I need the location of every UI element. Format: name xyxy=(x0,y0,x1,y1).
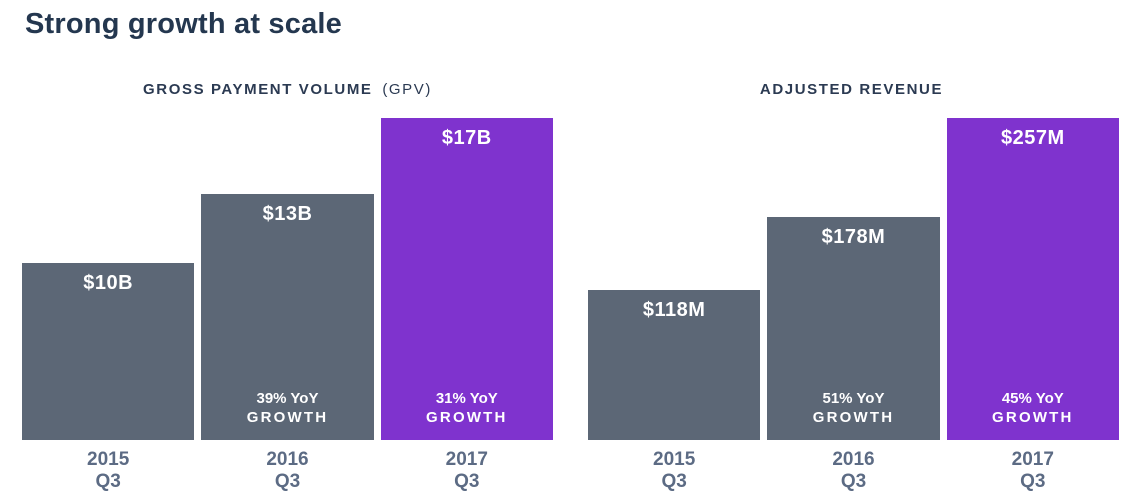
bar-growth-label: 39% YoY GROWTH xyxy=(247,389,329,427)
growth-rate-text: 45% YoY xyxy=(1001,390,1064,407)
growth-rate-text: 51% YoY xyxy=(822,390,885,407)
gpv-bar-2017-q3: $17B 31% YoY GROWTH xyxy=(380,118,553,440)
bar-growth-label: 51% YoY GROWTH xyxy=(813,389,895,427)
bar-value-label: $178M xyxy=(821,226,886,248)
adjusted-revenue-chart-title-main: ADJUSTED REVENUE xyxy=(759,81,944,98)
axis-year: 2015 xyxy=(87,449,130,470)
axis-label-2016-q3: 2016 Q3 xyxy=(767,449,939,493)
page-title: Strong growth at scale xyxy=(25,8,342,40)
axis-label-2015-q3: 2015 Q3 xyxy=(22,449,194,493)
axis-quarter: Q3 xyxy=(661,471,687,492)
growth-rate-text: 39% YoY xyxy=(256,390,319,407)
growth-word-text: GROWTH xyxy=(992,409,1074,426)
adjusted-revenue-chart: ADJUSTED REVENUE $118M $178M 51% YoY GRO… xyxy=(588,78,1119,493)
bar-value-label: $257M xyxy=(1000,127,1065,149)
adjusted-revenue-bars: $118M $178M 51% YoY GROWTH $257M 45% YoY… xyxy=(588,118,1119,440)
axis-quarter: Q3 xyxy=(840,471,867,492)
growth-word-text: GROWTH xyxy=(246,409,329,426)
gpv-chart: GROSS PAYMENT VOLUME (GPV) $10B $13B 39%… xyxy=(22,78,553,493)
axis-label-2017-q3: 2017 Q3 xyxy=(381,449,553,493)
axis-quarter: Q3 xyxy=(454,471,480,492)
bar-value-label: $13B xyxy=(262,203,313,225)
bar-growth-label: 45% YoY GROWTH xyxy=(992,389,1074,427)
bar-value-label: $17B xyxy=(441,127,492,149)
revenue-bar-2016-q3: $178M 51% YoY GROWTH xyxy=(767,217,940,440)
bar-value-label: $10B xyxy=(83,272,134,294)
revenue-bar-2015-q3: $118M xyxy=(588,290,761,440)
gpv-chart-title-suffix: (GPV) xyxy=(382,81,432,98)
axis-label-2015-q3: 2015 Q3 xyxy=(588,449,760,493)
revenue-bar-2017-q3: $257M 45% YoY GROWTH xyxy=(946,118,1119,440)
axis-year: 2017 xyxy=(445,449,488,470)
bar-growth-label: 31% YoY GROWTH xyxy=(426,389,508,427)
gpv-bar-2016-q3: $13B 39% YoY GROWTH xyxy=(201,194,374,440)
bar-value-label: $118M xyxy=(642,299,706,321)
axis-quarter: Q3 xyxy=(1020,471,1046,492)
adjusted-revenue-chart-title: ADJUSTED REVENUE xyxy=(588,78,1119,102)
growth-word-text: GROWTH xyxy=(426,409,508,426)
gpv-bar-2015-q3: $10B xyxy=(22,263,195,440)
axis-year: 2017 xyxy=(1011,449,1054,470)
axis-year: 2016 xyxy=(266,449,309,470)
growth-word-text: GROWTH xyxy=(812,409,895,426)
axis-quarter: Q3 xyxy=(274,471,301,492)
axis-quarter: Q3 xyxy=(95,471,121,492)
axis-label-2017-q3: 2017 Q3 xyxy=(947,449,1119,493)
gpv-bars: $10B $13B 39% YoY GROWTH $17B 31% YoY GR… xyxy=(22,118,553,440)
axis-label-2016-q3: 2016 Q3 xyxy=(201,449,373,493)
axis-year: 2016 xyxy=(832,449,875,470)
gpv-x-axis: 2015 Q3 2016 Q3 2017 Q3 xyxy=(22,449,553,493)
gpv-chart-title: GROSS PAYMENT VOLUME (GPV) xyxy=(22,78,553,102)
gpv-chart-title-main: GROSS PAYMENT VOLUME xyxy=(143,81,373,98)
growth-rate-text: 31% YoY xyxy=(435,390,498,407)
axis-year: 2015 xyxy=(653,449,696,470)
adjusted-revenue-x-axis: 2015 Q3 2016 Q3 2017 Q3 xyxy=(588,449,1119,493)
